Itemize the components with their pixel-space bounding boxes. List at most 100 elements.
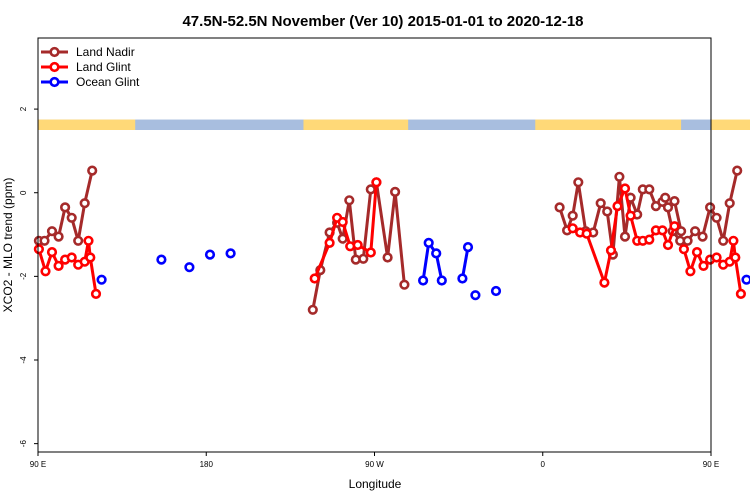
land-band — [711, 119, 750, 130]
land-glint-point — [657, 225, 668, 236]
land-glint-point — [678, 244, 690, 255]
legend-item-land-nadir: Land Nadir — [41, 45, 135, 59]
legend-swatch-marker — [49, 61, 60, 73]
land-glint-point — [735, 288, 747, 300]
land-glint-point — [711, 252, 722, 263]
land-glint-point — [685, 266, 696, 277]
land-glint-point — [728, 235, 739, 246]
land-nadir-point — [567, 210, 578, 221]
land-glint-point — [612, 201, 623, 212]
land-nadir-point — [66, 212, 77, 223]
land-glint-point — [698, 260, 709, 272]
x-tick-label: 180 — [200, 460, 214, 469]
y-axis-label: XCO2 - MLO trend (ppm) — [1, 178, 15, 313]
land-glint-point — [53, 260, 64, 272]
land-nadir-point — [87, 165, 98, 176]
land-glint-point — [619, 183, 631, 194]
land-nadir-point — [660, 192, 671, 203]
land-nadir-point — [573, 177, 584, 188]
legend-item-ocean-glint: Ocean Glint — [41, 75, 140, 89]
series-ocean-glint — [96, 237, 750, 301]
land-glint-point — [83, 235, 94, 246]
land-glint-point — [33, 244, 45, 255]
ocean-glint-point — [96, 274, 107, 285]
land-nadir-point — [711, 212, 722, 223]
land-nadir-point — [307, 304, 318, 315]
ocean-glint-point — [436, 275, 447, 286]
land-glint-point — [365, 247, 376, 258]
land-glint-point — [40, 266, 51, 277]
ocean-glint-point — [204, 249, 216, 260]
land-nadir-point — [697, 231, 708, 242]
y-tick-label: -2 — [19, 272, 28, 280]
land-glint-point — [581, 228, 592, 239]
axes: 90 E 180 90 W 0 90 E 2 0 -2 -4 -6 — [19, 106, 719, 469]
ocean-glint-point — [418, 275, 429, 286]
land-glint-point — [644, 234, 655, 245]
land-nadir-point — [724, 198, 735, 209]
land-glint-point — [309, 273, 320, 284]
ocean-glint-point — [741, 274, 750, 285]
ocean-glint-point — [490, 285, 502, 297]
land-glint-point — [605, 245, 617, 256]
land-nadir-point — [73, 235, 84, 246]
legend-item-land-glint: Land Glint — [41, 60, 131, 74]
y-tick-label: 0 — [19, 190, 28, 195]
land-nadir-point — [39, 235, 50, 246]
land-nadir-point — [718, 235, 729, 246]
land-glint-point — [337, 216, 348, 228]
land-glint-point — [691, 247, 703, 258]
ocean-glint-point — [225, 248, 236, 259]
ocean-glint-line — [421, 239, 444, 281]
land-glint-point — [66, 252, 77, 263]
land-nadir-point — [669, 196, 680, 207]
ocean-glint-point — [462, 242, 474, 253]
x-tick-label: 90 W — [365, 460, 384, 469]
land-glint-point — [625, 210, 636, 221]
plot-frame — [37, 37, 712, 453]
land-glint-point — [599, 277, 610, 288]
land-nadir-point — [59, 202, 71, 213]
land-glint-point — [567, 223, 578, 234]
land-nadir-point — [382, 252, 393, 263]
land-nadir-point — [554, 202, 565, 213]
ocean-glint-point — [431, 248, 442, 259]
x-tick-label: 0 — [541, 460, 546, 469]
ocean-glint-point — [470, 290, 481, 301]
land-ocean-mask — [38, 119, 750, 130]
ocean-glint-line — [460, 246, 470, 279]
x-axis-label: Longitude — [349, 477, 402, 491]
legend-label: Ocean Glint — [76, 75, 140, 89]
land-nadir-point — [337, 233, 348, 244]
land-glint-point — [669, 221, 680, 232]
land-nadir-point — [689, 226, 701, 237]
land-nadir-point — [358, 253, 369, 264]
land-nadir-point — [732, 165, 743, 176]
land-nadir-point — [682, 235, 693, 246]
land-glint-point — [324, 237, 335, 248]
y-tick-label: -6 — [19, 440, 28, 448]
land-nadir-point — [399, 279, 410, 290]
land-glint-point — [662, 239, 674, 251]
series-land-glint — [33, 177, 747, 300]
ocean-glint-point — [457, 273, 468, 284]
land-nadir-point — [595, 198, 606, 209]
y-tick-label: 2 — [19, 106, 28, 111]
land-glint-point — [730, 252, 741, 263]
land-nadir-point — [344, 195, 355, 206]
land-nadir-point — [79, 198, 90, 209]
legend-label: Land Nadir — [76, 45, 135, 59]
legend-swatch-marker — [49, 46, 60, 58]
land-glint-point — [85, 252, 96, 263]
land-nadir-point — [644, 184, 655, 195]
land-band — [535, 119, 682, 130]
plot-area — [33, 165, 750, 315]
land-nadir-point — [704, 202, 716, 213]
ocean-glint-point — [184, 262, 195, 273]
x-tick-label: 90 E — [30, 460, 46, 469]
legend-swatch-marker — [49, 76, 60, 88]
land-glint-point — [90, 288, 102, 300]
land-nadir-point — [614, 171, 625, 182]
